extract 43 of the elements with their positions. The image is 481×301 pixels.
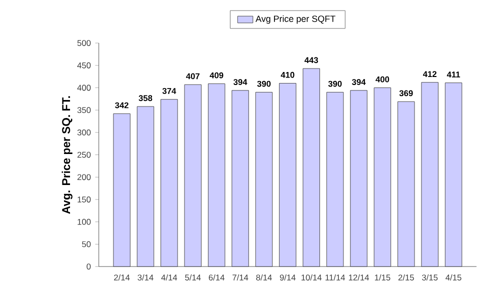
data-label: 400	[376, 76, 390, 82]
data-label: 409	[210, 72, 224, 78]
x-tick-label: 3/15	[422, 274, 438, 280]
legend-label: Avg Price per SQFT	[256, 15, 336, 24]
y-tick-label: 500	[77, 40, 91, 46]
data-label: 358	[138, 95, 152, 101]
x-tick-label: 4/14	[161, 274, 178, 280]
x-tick-label: 3/14	[138, 274, 154, 280]
y-tick-label: 150	[78, 196, 91, 202]
x-tick-label: 10/14	[302, 274, 322, 280]
data-label: 374	[162, 88, 176, 94]
y-tick-label: 50	[82, 241, 91, 248]
data-label: 390	[257, 80, 271, 87]
x-tick-label: 7/14	[232, 274, 248, 280]
data-label: 394	[352, 78, 366, 85]
y-tick-label: 250	[77, 152, 91, 158]
y-tick-label: 400	[77, 84, 91, 91]
x-tick-label: 5/14	[185, 274, 201, 280]
data-label: 342	[115, 102, 128, 108]
data-label: 369	[399, 90, 413, 96]
y-tick-label: 300	[77, 129, 91, 136]
x-tick-label: 6/14	[208, 274, 224, 280]
data-label: 390	[328, 80, 342, 87]
y-tick-label: 100	[78, 218, 91, 225]
x-tick-label: 12/14	[348, 274, 369, 280]
data-label: 410	[280, 72, 294, 78]
y-tick-label: 0	[86, 264, 91, 270]
y-tick-label: 450	[77, 62, 91, 68]
x-tick-label: 2/14	[114, 274, 130, 280]
data-label: 411	[446, 72, 460, 78]
y-axis-title: Avg. Price per SQ. FT.	[62, 96, 72, 214]
x-tick-label: 4/15	[446, 274, 462, 280]
x-tick-label: 11/14	[326, 274, 345, 280]
data-label: 443	[304, 57, 318, 63]
data-label: 412	[422, 71, 436, 77]
x-tick-label: 9/14	[280, 274, 296, 280]
x-tick-label: 8/14	[256, 274, 272, 280]
data-label: 407	[186, 73, 200, 80]
x-tick-label: 1/15	[374, 274, 390, 280]
x-tick-label: 2/15	[398, 274, 414, 280]
data-label: 394	[233, 78, 248, 85]
y-tick-label: 350	[77, 107, 91, 113]
y-tick-label: 200	[77, 174, 91, 180]
